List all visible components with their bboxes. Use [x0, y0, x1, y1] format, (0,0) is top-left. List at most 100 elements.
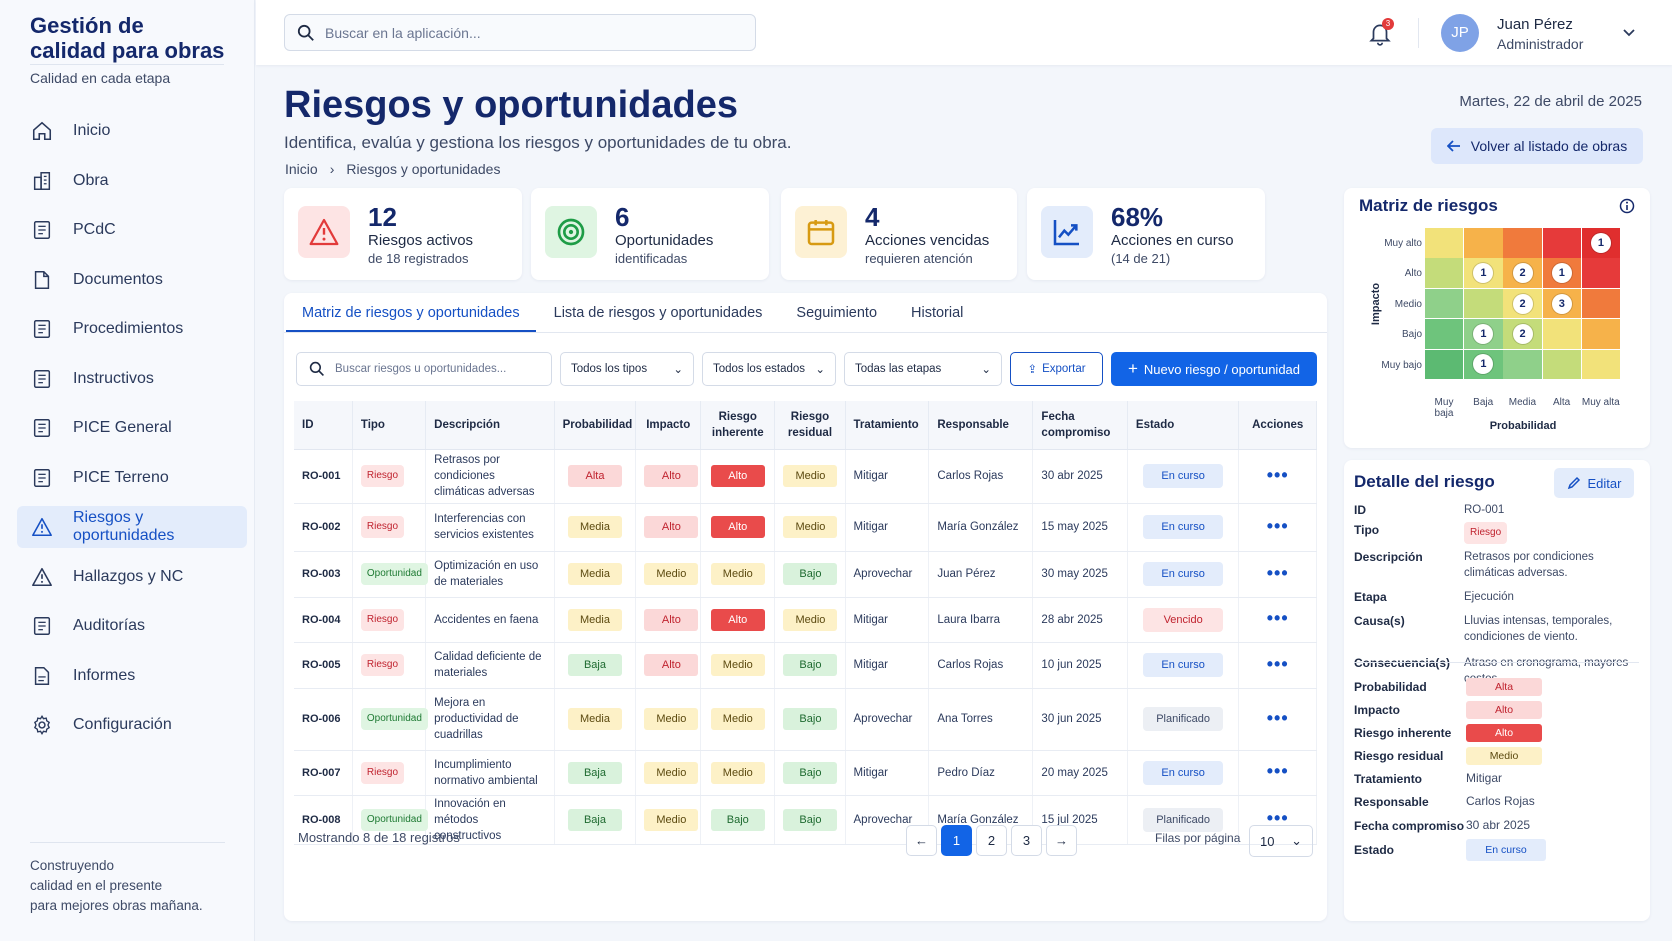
column-header[interactable]: ID	[294, 401, 353, 450]
sidebar-item-5[interactable]: Instructivos	[17, 358, 247, 400]
matrix-cell[interactable]: 3	[1542, 288, 1581, 319]
matrix-cell[interactable]	[1503, 228, 1542, 258]
matrix-cell[interactable]	[1581, 258, 1621, 288]
avatar[interactable]: JP	[1441, 14, 1479, 52]
matrix-cell[interactable]	[1581, 288, 1621, 319]
sidebar-item-8[interactable]: Riesgos y oportunidades	[17, 506, 247, 548]
matrix-x-label: Probabilidad	[1489, 420, 1557, 432]
column-header[interactable]: Riesgo inherente	[700, 401, 776, 450]
table-row[interactable]: RO-004 Riesgo Accidentes en faena Media …	[294, 597, 1317, 643]
status-filter-select[interactable]: Todos los estados ⌄	[702, 352, 836, 386]
matrix-cell[interactable]	[1464, 288, 1503, 319]
sidebar-item-12[interactable]: Configuración	[17, 704, 247, 746]
breadcrumb-home[interactable]: Inicio	[285, 161, 318, 177]
sidebar-item-1[interactable]: Obra	[17, 160, 247, 202]
matrix-cell[interactable]: 1	[1581, 228, 1621, 258]
matrix-cell[interactable]: 1	[1464, 349, 1503, 380]
table-row[interactable]: RO-002 Riesgo Interferencias con servici…	[294, 503, 1317, 552]
sidebar-item-3[interactable]: Documentos	[17, 259, 247, 301]
table-row[interactable]: RO-001 Riesgo Retrasos por condiciones c…	[294, 449, 1317, 504]
matrix-cell[interactable]	[1542, 349, 1581, 380]
page-1-button[interactable]: 1	[941, 825, 972, 856]
matrix-cell[interactable]	[1542, 319, 1581, 349]
chevron-down-icon[interactable]	[1622, 26, 1636, 40]
table-row[interactable]: RO-008 Oportunidad Innovación en métodos…	[294, 795, 1317, 845]
more-actions-icon[interactable]: •••	[1266, 761, 1289, 781]
sidebar-item-6[interactable]: PICE General	[17, 407, 247, 449]
matrix-cell[interactable]	[1425, 288, 1464, 319]
table-row[interactable]: RO-006 Oportunidad Mejora en productivid…	[294, 688, 1317, 751]
sidebar-item-2[interactable]: PCdC	[17, 209, 247, 251]
sidebar-item-4[interactable]: Procedimientos	[17, 308, 247, 350]
risk-search-input[interactable]: Buscar riesgos u oportunidades...	[296, 352, 552, 386]
table-row[interactable]: RO-007 Riesgo Incumplimiento normativo a…	[294, 750, 1317, 796]
more-actions-icon[interactable]: •••	[1266, 808, 1289, 828]
column-header[interactable]: Responsable	[928, 401, 1034, 450]
matrix-cell[interactable]	[1464, 228, 1503, 258]
export-button[interactable]: ⇪ Exportar	[1010, 352, 1103, 386]
sidebar-item-11[interactable]: Informes	[17, 655, 247, 697]
matrix-cell[interactable]: 2	[1503, 258, 1542, 288]
matrix-cell[interactable]: 1	[1464, 319, 1503, 349]
column-header[interactable]: Descripción	[425, 401, 555, 450]
matrix-cell[interactable]	[1425, 319, 1464, 349]
residual-risk-badge: Bajo	[783, 654, 838, 676]
column-header[interactable]: Probabilidad	[554, 401, 637, 450]
page-3-button[interactable]: 3	[1011, 825, 1042, 856]
column-header[interactable]: Fecha compromiso	[1032, 401, 1128, 450]
tab-0[interactable]: Matriz de riesgos y oportunidades	[286, 293, 536, 332]
global-search-input[interactable]: Buscar en la aplicación...	[284, 14, 756, 51]
edit-button[interactable]: Editar	[1554, 468, 1634, 498]
more-actions-icon[interactable]: •••	[1266, 562, 1289, 583]
rows-per-page-select[interactable]: 10 ⌄	[1249, 825, 1313, 857]
column-header[interactable]: Tratamiento	[845, 401, 930, 450]
back-to-projects-button[interactable]: Volver al listado de obras	[1431, 128, 1643, 164]
sidebar-item-0[interactable]: Inicio	[17, 110, 247, 152]
matrix-cell[interactable]	[1425, 349, 1464, 380]
sidebar-item-9[interactable]: Hallazgos y NC	[17, 556, 247, 598]
column-header[interactable]: Impacto	[635, 401, 702, 450]
column-header[interactable]: Riesgo residual	[774, 401, 846, 450]
table-row[interactable]: RO-003 Oportunidad Optimización en uso d…	[294, 551, 1317, 598]
sidebar-item-label: PICE Terreno	[73, 468, 169, 486]
user-name[interactable]: Juan Pérez	[1497, 16, 1573, 33]
tab-2[interactable]: Seguimiento	[796, 305, 878, 321]
cell-impact: Alto	[635, 503, 702, 552]
tab-1[interactable]: Lista de riesgos y oportunidades	[553, 305, 763, 321]
cell-status: En curso	[1127, 503, 1240, 552]
matrix-cell[interactable]: 1	[1464, 258, 1503, 288]
table-row[interactable]: RO-005 Riesgo Calidad deficiente de mate…	[294, 642, 1317, 689]
tab-3[interactable]: Historial	[911, 305, 964, 321]
matrix-cell[interactable]	[1581, 349, 1621, 380]
status-badge: En curso	[1143, 760, 1224, 785]
kpi-card: 4 Acciones vencidas requieren atención	[781, 188, 1017, 280]
more-actions-icon[interactable]: •••	[1266, 653, 1289, 674]
detail-label: Tratamiento	[1354, 772, 1423, 786]
type-filter-select[interactable]: Todos los tipos ⌄	[560, 352, 694, 386]
more-actions-icon[interactable]: •••	[1266, 464, 1289, 485]
column-header[interactable]: Estado	[1127, 401, 1240, 450]
current-date: Martes, 22 de abril de 2025	[1459, 93, 1642, 110]
sidebar-item-7[interactable]: PICE Terreno	[17, 457, 247, 499]
next-page-button[interactable]: →	[1046, 825, 1077, 856]
matrix-cell[interactable]	[1503, 349, 1542, 380]
more-actions-icon[interactable]: •••	[1266, 707, 1289, 728]
more-actions-icon[interactable]: •••	[1266, 515, 1289, 536]
more-actions-icon[interactable]: •••	[1266, 608, 1289, 628]
matrix-cell[interactable]: 1	[1542, 258, 1581, 288]
column-header[interactable]: Tipo	[352, 401, 427, 450]
matrix-cell[interactable]: 2	[1503, 319, 1542, 349]
sidebar-item-10[interactable]: Auditorías	[17, 605, 247, 647]
prev-page-button[interactable]: ←	[906, 825, 937, 856]
page-2-button[interactable]: 2	[976, 825, 1007, 856]
detail-value: Riesgo	[1464, 522, 1639, 544]
matrix-cell[interactable]: 2	[1503, 288, 1542, 319]
stage-filter-select[interactable]: Todas las etapas ⌄	[844, 352, 1002, 386]
column-header[interactable]: Acciones	[1238, 401, 1317, 450]
matrix-cell[interactable]	[1542, 228, 1581, 258]
info-icon[interactable]	[1619, 198, 1635, 214]
matrix-cell[interactable]	[1581, 319, 1621, 349]
matrix-cell[interactable]	[1425, 228, 1464, 258]
matrix-cell[interactable]	[1425, 258, 1464, 288]
new-risk-button[interactable]: + Nuevo riesgo / oportunidad	[1111, 352, 1317, 386]
